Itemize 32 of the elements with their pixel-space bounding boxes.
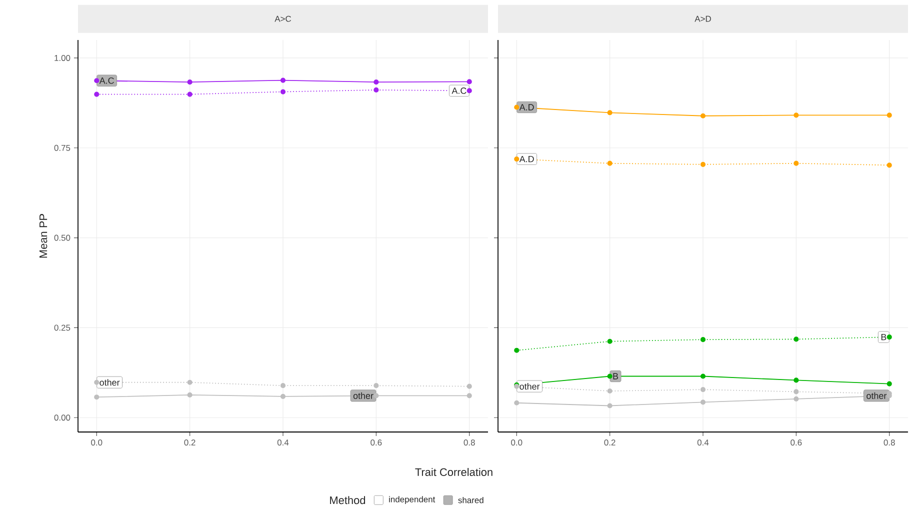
chart-title: A>D	[694, 16, 711, 22]
x-tick-label: 0.2	[604, 440, 616, 446]
chart-title: A>C	[274, 16, 292, 22]
annotation: other	[520, 383, 540, 390]
text: independent	[389, 496, 436, 504]
annotation: other	[353, 392, 374, 399]
annotation: other	[866, 392, 887, 399]
x-axis-title: Trait Correlation	[415, 468, 492, 476]
annotation: A.C	[452, 88, 466, 94]
x-tick-label: 0.0	[91, 440, 102, 446]
text: Method	[330, 496, 366, 504]
x-tick-label: 0.6	[790, 440, 802, 446]
x-tick-label: 0.2	[184, 440, 196, 446]
annotation: A.C	[99, 77, 114, 84]
annotation: A.D	[519, 104, 534, 110]
y-tick-label: 1.00	[54, 54, 70, 61]
y-tick-label: 0.75	[54, 144, 70, 151]
x-tick-label: 0.8	[464, 440, 475, 446]
y-tick-label: 0.50	[54, 234, 70, 241]
y-tick-label: 0.00	[54, 414, 70, 421]
x-tick-label: 0.0	[511, 440, 522, 446]
annotation: B	[881, 334, 886, 340]
annotation: A.D	[519, 156, 534, 162]
y-axis-title: Mean PP	[40, 214, 48, 258]
x-tick-label: 0.6	[370, 440, 382, 446]
annotation: other	[100, 379, 120, 386]
x-tick-label: 0.8	[884, 440, 895, 446]
annotation: B	[613, 373, 618, 380]
y-tick-label: 0.25	[54, 324, 70, 331]
x-tick-label: 0.4	[277, 440, 289, 446]
text: shared	[458, 496, 484, 504]
x-tick-label: 0.4	[697, 440, 709, 446]
